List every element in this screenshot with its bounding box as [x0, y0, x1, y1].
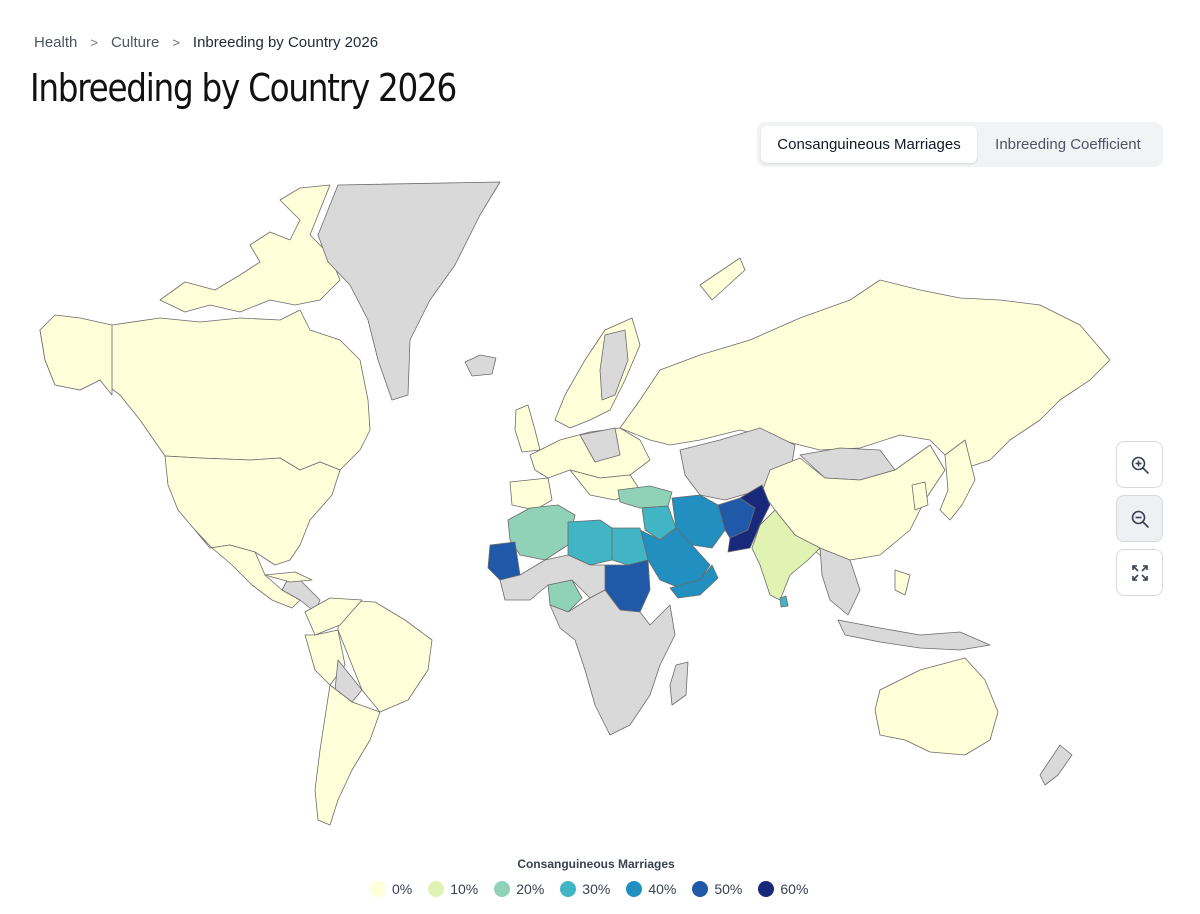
breadcrumb-separator: >: [172, 35, 180, 50]
country-japan[interactable]: [939, 439, 976, 521]
legend-item[interactable]: 20%: [494, 881, 544, 897]
legend-swatch: [370, 881, 386, 897]
country-yemen-oman[interactable]: [669, 564, 719, 599]
legend-swatch: [626, 881, 643, 897]
country-russia[interactable]: [619, 279, 1111, 471]
world-map[interactable]: [0, 175, 1200, 840]
country-argentina-chile[interactable]: [314, 684, 381, 826]
country-brazil[interactable]: [337, 599, 433, 713]
legend-swatch: [758, 881, 775, 897]
country-sweden[interactable]: [599, 329, 629, 401]
legend-item[interactable]: 50%: [692, 881, 742, 897]
expand-icon: [1131, 564, 1148, 581]
country-greenland[interactable]: [317, 181, 501, 401]
breadcrumb-culture[interactable]: Culture: [110, 34, 160, 51]
breadcrumb-current: Inbreeding by Country 2026: [192, 34, 379, 51]
breadcrumb-health[interactable]: Health: [34, 34, 78, 51]
country-usa-alaska[interactable]: [39, 314, 113, 396]
zoom-in-button[interactable]: [1116, 441, 1163, 488]
breadcrumb-separator: >: [90, 35, 98, 50]
page-title: Inbreeding by Country 2026: [30, 66, 457, 110]
legend-label: 60%: [780, 881, 809, 897]
country-indonesia[interactable]: [837, 619, 991, 651]
country-scandinavia[interactable]: [554, 317, 641, 429]
country-new-zealand[interactable]: [1039, 744, 1073, 786]
country-central-africa[interactable]: [549, 589, 676, 736]
metric-toggle: Consanguineous Marriages Inbreeding Coef…: [757, 122, 1163, 167]
legend-item[interactable]: 0%: [370, 881, 412, 897]
country-iberia[interactable]: [509, 477, 553, 511]
zoom-out-icon: [1131, 510, 1149, 528]
country-colombia-venezuela[interactable]: [304, 597, 363, 636]
legend-swatch: [692, 881, 709, 897]
country-australia[interactable]: [874, 657, 999, 756]
country-germany-poland[interactable]: [579, 427, 621, 463]
reset-view-button[interactable]: [1116, 549, 1163, 596]
zoom-in-icon: [1131, 456, 1149, 474]
legend: 0% 10% 20% 30% 40% 50% 60%: [370, 881, 824, 897]
legend-item[interactable]: 10%: [428, 881, 478, 897]
canada-arctic-islands[interactable]: [159, 184, 341, 313]
legend-label: 50%: [714, 881, 743, 897]
country-uk[interactable]: [514, 404, 541, 453]
legend-title: Consanguineous Marriages: [517, 857, 675, 871]
choropleth-map[interactable]: [0, 175, 1200, 840]
country-sri-lanka[interactable]: [779, 595, 789, 608]
tab-consanguineous-marriages[interactable]: Consanguineous Marriages: [761, 126, 977, 163]
legend-swatch: [428, 881, 445, 897]
country-southeast-asia[interactable]: [819, 547, 861, 616]
country-india[interactable]: [751, 509, 821, 601]
country-philippines[interactable]: [894, 569, 911, 596]
country-turkey[interactable]: [617, 485, 673, 509]
legend-label: 0%: [392, 881, 413, 897]
country-saudi-arabia[interactable]: [639, 527, 711, 589]
legend-label: 30%: [582, 881, 611, 897]
country-mauritania[interactable]: [487, 541, 521, 581]
legend-swatch: [494, 881, 511, 897]
legend-swatch: [560, 881, 577, 897]
legend-item[interactable]: 30%: [560, 881, 610, 897]
country-cuba[interactable]: [264, 571, 313, 583]
country-madagascar[interactable]: [669, 661, 689, 706]
legend-item[interactable]: 40%: [626, 881, 676, 897]
country-korea[interactable]: [911, 481, 929, 511]
country-morocco-algeria[interactable]: [507, 504, 576, 561]
tab-inbreeding-coefficient[interactable]: Inbreeding Coefficient: [977, 126, 1159, 163]
legend-item[interactable]: 60%: [758, 881, 808, 897]
legend-label: 40%: [648, 881, 677, 897]
country-pakistan[interactable]: [727, 484, 771, 553]
legend-label: 10%: [450, 881, 479, 897]
country-peru[interactable]: [304, 629, 346, 686]
country-iceland[interactable]: [464, 354, 497, 377]
legend-label: 20%: [516, 881, 545, 897]
zoom-out-button[interactable]: [1116, 495, 1163, 542]
country-novaya-zemlya[interactable]: [699, 257, 746, 301]
country-usa[interactable]: [164, 455, 341, 566]
breadcrumb: Health > Culture > Inbreeding by Country…: [34, 34, 378, 51]
